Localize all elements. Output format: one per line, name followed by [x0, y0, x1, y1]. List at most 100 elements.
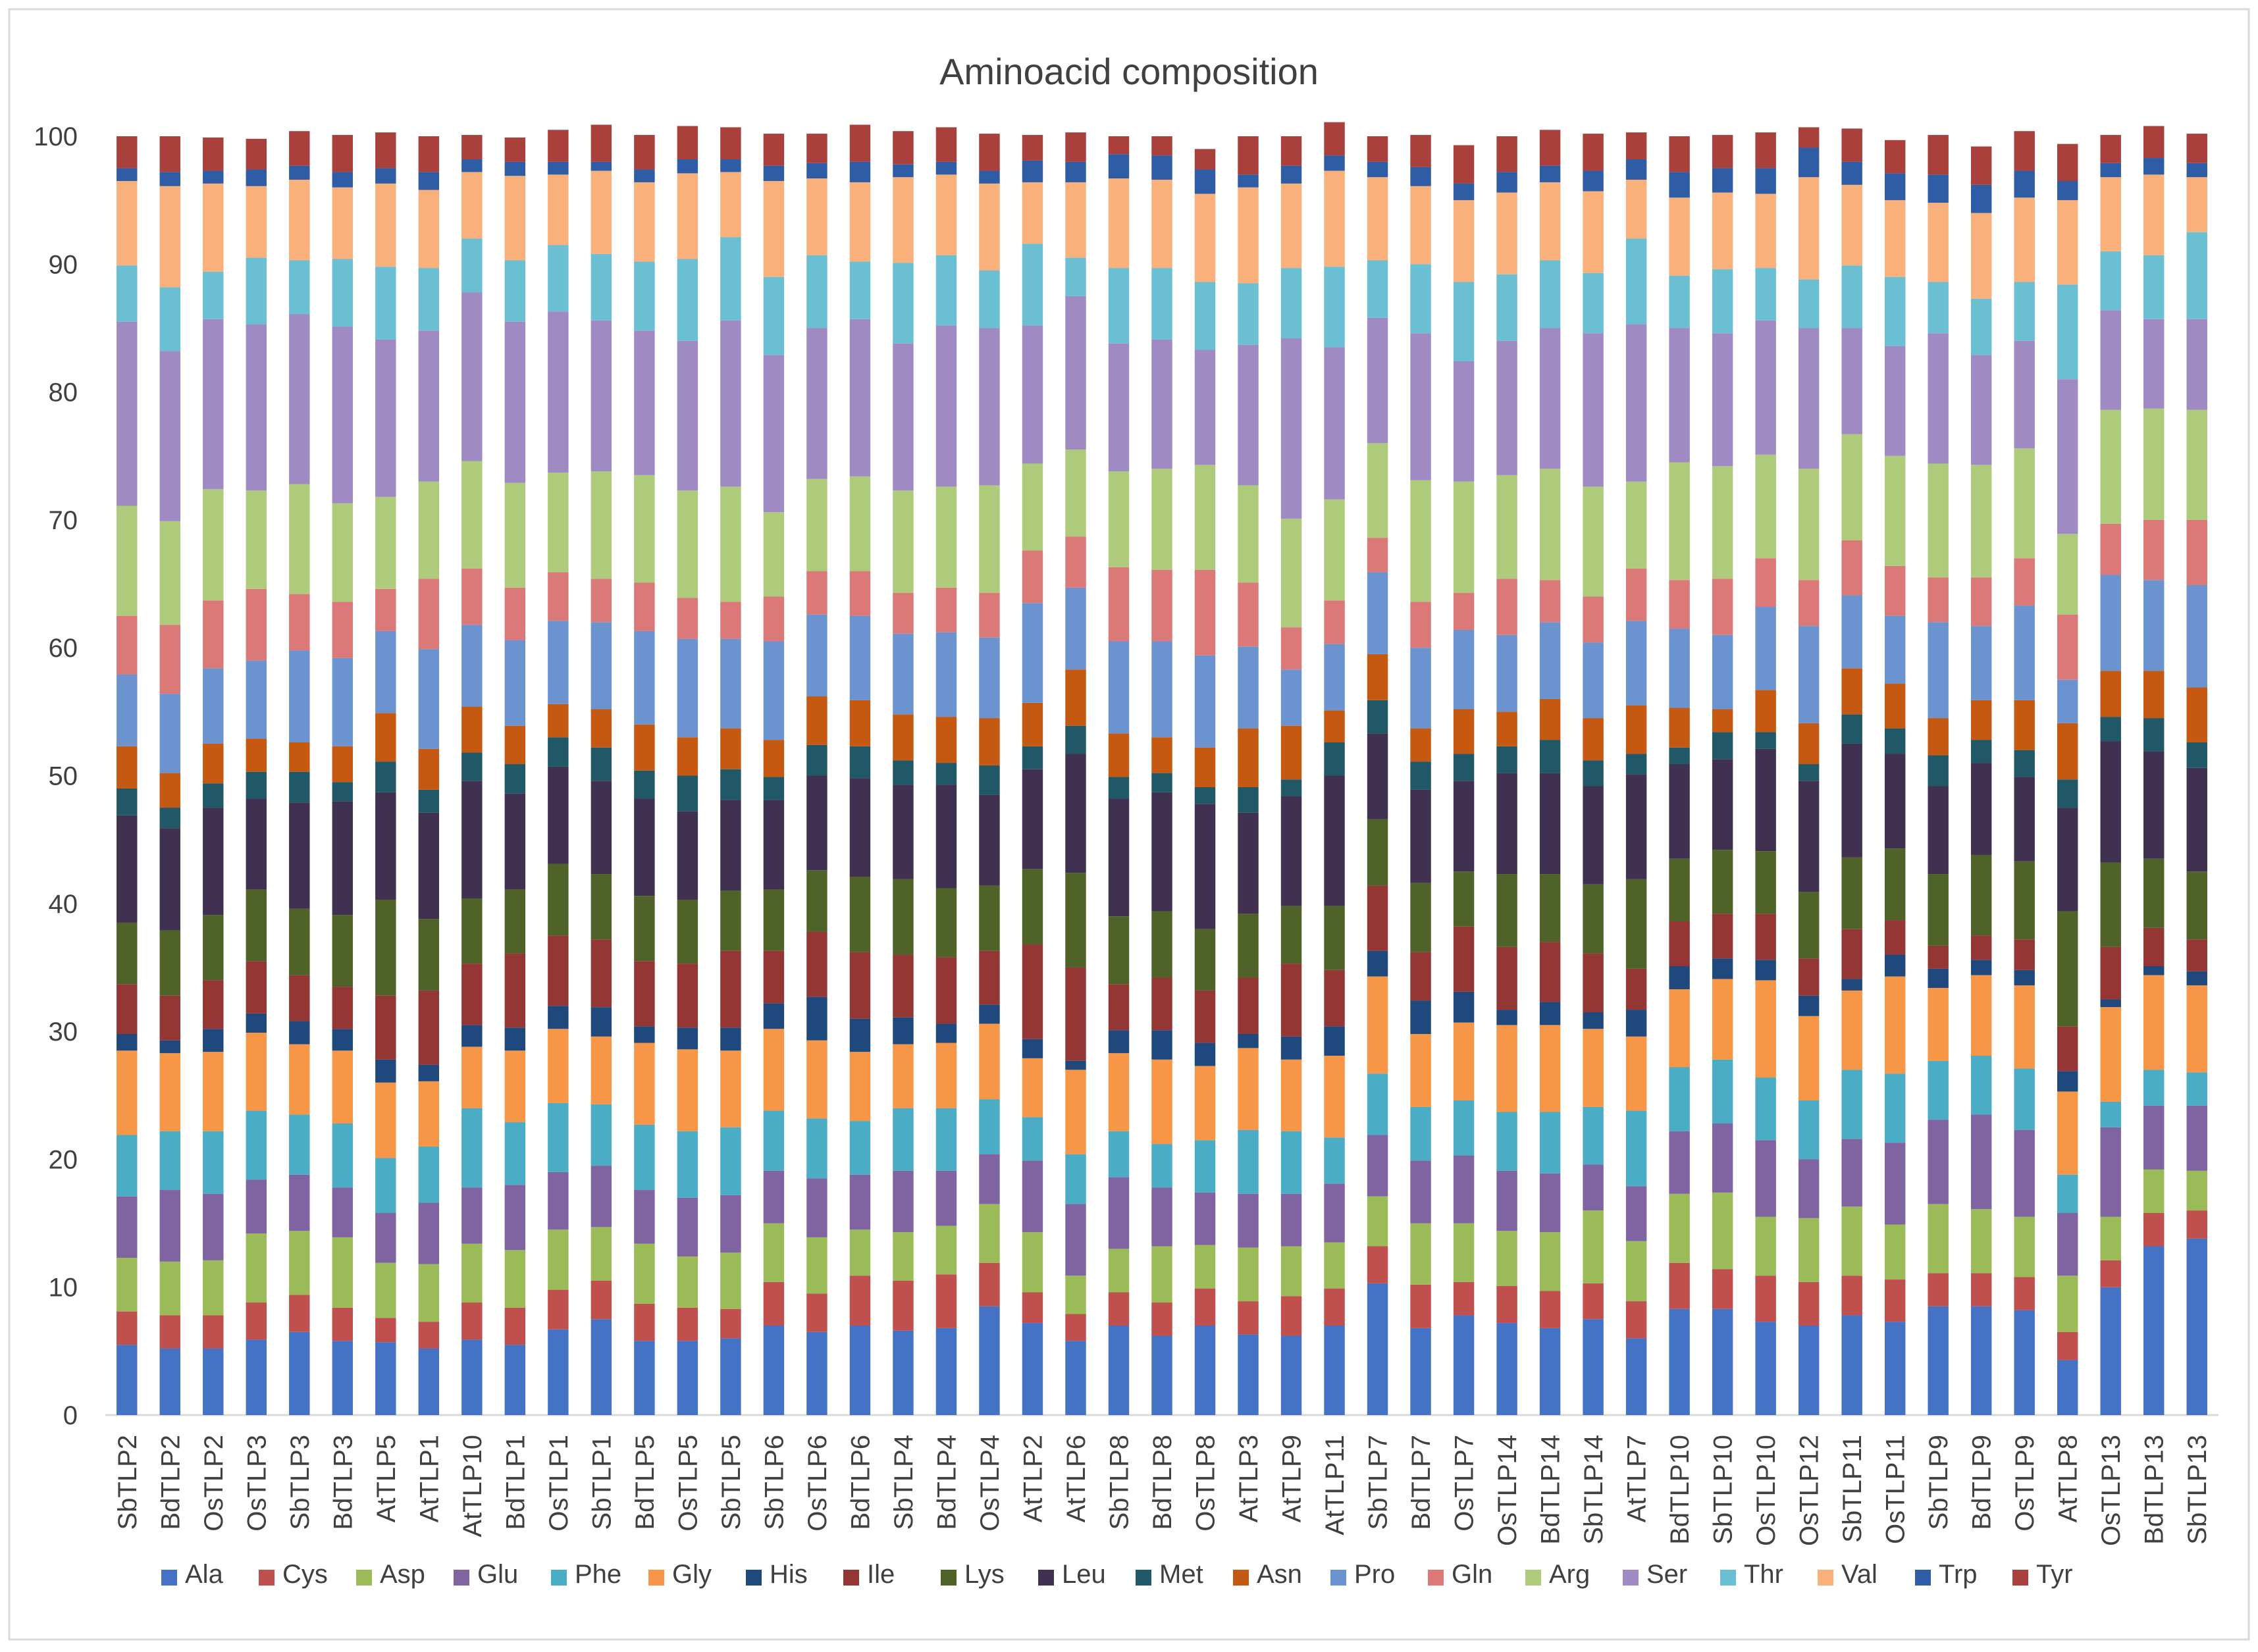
bar-segment-asn-SbTLP7	[1367, 654, 1388, 700]
legend-swatch	[454, 1570, 469, 1586]
bar-segment-leu-OsTLP5	[677, 811, 698, 900]
bar-segment-glu-AtTLP7	[1625, 1186, 1647, 1241]
bar-segment-gly-BdTLP7	[1410, 1033, 1431, 1107]
bar-segment-asp-BdTLP6	[849, 1229, 871, 1276]
bar-segment-ile-SbTLP1	[591, 939, 612, 1008]
bar-segment-met-SbTLP13	[2186, 742, 2207, 768]
bar-segment-ile-OsTLP3	[246, 961, 267, 1014]
legend-label: Asn	[1257, 1560, 1302, 1589]
x-tick-label: AtTLP9	[1278, 1435, 1307, 1522]
bar-segment-asn-AtTLP8	[2057, 723, 2078, 780]
bar-segment-ala-AtTLP8	[2057, 1360, 2078, 1415]
bar-segment-tyr-OsTLP8	[1194, 149, 1216, 170]
bar-segment-gln-OsTLP8	[1194, 569, 1216, 656]
bar-segment-cys-BdTLP4	[935, 1274, 957, 1328]
bar-segment-leu-BdTLP10	[1669, 764, 1690, 859]
bar-segment-val-AtTLP9	[1280, 183, 1302, 269]
bar-segment-cys-OsTLP4	[979, 1262, 1000, 1306]
bar-segment-his-SbTLP5	[720, 1027, 741, 1051]
bar-segment-trp-AtTLP2	[1022, 160, 1043, 182]
bar-segment-ser-BdTLP6	[849, 319, 871, 477]
bar-segment-arg-OsTLP11	[1884, 455, 1906, 566]
bar-segment-cys-SbTLP3	[289, 1295, 310, 1332]
bar-segment-tyr-SbTLP3	[289, 131, 310, 166]
bar-segment-leu-AtTLP10	[461, 781, 483, 899]
bar-segment-trp-SbTLP7	[1367, 161, 1388, 178]
bar-segment-tyr-OsTLP11	[1884, 140, 1906, 174]
bar-segment-val-AtTLP10	[461, 172, 483, 239]
bar-segment-arg-OsTLP5	[677, 490, 698, 598]
bar-stack-SbTLP2	[117, 136, 138, 1415]
bar-segment-glu-SbTLP8	[1108, 1177, 1130, 1249]
bar-stack-SbTLP4	[893, 131, 914, 1415]
bar-segment-ile-AtTLP8	[2057, 1026, 2078, 1071]
bar-segment-ile-BdTLP1	[504, 953, 526, 1028]
bar-segment-met-AtTLP5	[375, 761, 396, 792]
bar-segment-leu-SbTLP10	[1712, 759, 1733, 850]
bar-segment-gly-SbTLP14	[1583, 1029, 1604, 1107]
bar-segment-met-OsTLP12	[1798, 764, 1820, 781]
bar-segment-met-OsTLP8	[1194, 787, 1216, 804]
y-axis: 0 10 20 30 40 50 60 70 80 90 100	[34, 122, 78, 1430]
bar-segment-thr-BdTLP2	[159, 287, 180, 351]
bar-segment-his-SbTLP9	[1928, 968, 1949, 989]
bar-segment-ser-OsTLP14	[1496, 340, 1517, 475]
bar-segment-glu-BdTLP13	[2143, 1105, 2165, 1170]
bar-segment-trp-BdTLP2	[159, 172, 180, 186]
bar-segment-ile-SbTLP6	[763, 950, 785, 1004]
bar-segment-met-SbTLP1	[591, 747, 612, 781]
bar-segment-ile-SbTLP10	[1712, 914, 1733, 959]
bar-segment-glu-SbTLP5	[720, 1195, 741, 1253]
bar-segment-arg-AtTLP11	[1324, 499, 1345, 601]
bar-segment-trp-SbTLP4	[893, 164, 914, 178]
bar-segment-cys-SbTLP13	[2186, 1210, 2207, 1239]
bar-segment-glu-SbTLP13	[2186, 1105, 2207, 1171]
bar-segment-glu-OsTLP1	[548, 1172, 569, 1230]
bar-segment-his-SbTLP1	[591, 1007, 612, 1037]
x-tick-label: OsTLP1	[544, 1435, 573, 1532]
bar-segment-glu-OsTLP14	[1496, 1170, 1517, 1231]
bar-segment-arg-SbTLP10	[1712, 466, 1733, 579]
bar-segment-asp-BdTLP8	[1151, 1246, 1172, 1303]
bar-segment-his-SbTLP3	[289, 1021, 310, 1045]
bar-segment-gly-AtTLP11	[1324, 1056, 1345, 1138]
bar-segment-thr-OsTLP9	[2014, 282, 2035, 341]
bar-segment-asp-OsTLP8	[1194, 1245, 1216, 1289]
bar-segment-tyr-BdTLP8	[1151, 136, 1172, 156]
bar-segment-thr-OsTLP10	[1755, 268, 1776, 321]
bar-segment-cys-BdTLP13	[2143, 1213, 2165, 1247]
bar-segment-glu-AtTLP8	[2057, 1213, 2078, 1276]
bar-segment-tyr-SbTLP8	[1108, 136, 1130, 155]
bar-segment-lys-SbTLP5	[720, 891, 741, 951]
bar-segment-his-BdTLP3	[332, 1029, 354, 1051]
bar-segment-his-SbTLP7	[1367, 950, 1388, 977]
bar-segment-gly-BdTLP1	[504, 1050, 526, 1123]
bar-segment-glu-OsTLP10	[1755, 1140, 1776, 1217]
bar-segment-ser-BdTLP10	[1669, 328, 1690, 463]
bar-segment-gln-SbTLP4	[893, 592, 914, 634]
bar-segment-ser-OsTLP7	[1453, 361, 1475, 482]
bar-segment-his-AtTLP6	[1065, 1060, 1086, 1070]
bar-segment-pro-AtTLP3	[1238, 646, 1259, 729]
bar-segment-leu-BdTLP2	[159, 828, 180, 931]
bar-segment-ile-OsTLP6	[806, 931, 827, 997]
bar-segment-trp-BdTLP3	[332, 172, 354, 188]
bar-segment-asp-AtTLP9	[1280, 1246, 1302, 1297]
bar-segment-trp-OsTLP10	[1755, 168, 1776, 194]
bar-stack-BdTLP9	[1970, 146, 1992, 1415]
bar-segment-ile-SbTLP4	[893, 954, 914, 1018]
bar-segment-trp-OsTLP3	[246, 169, 267, 186]
bar-segment-val-SbTLP11	[1841, 184, 1862, 266]
bar-segment-leu-SbTLP13	[2186, 767, 2207, 872]
bar-segment-thr-SbTLP5	[720, 237, 741, 321]
legend-swatch	[1233, 1570, 1249, 1586]
legend-label: Trp	[1939, 1560, 1978, 1589]
bar-segment-met-AtTLP3	[1238, 787, 1259, 813]
bar-segment-asn-AtTLP5	[375, 713, 396, 762]
bar-segment-his-SbTLP10	[1712, 958, 1733, 979]
bar-segment-thr-OsTLP2	[203, 271, 224, 319]
bar-segment-asn-SbTLP2	[117, 746, 138, 788]
bar-segment-leu-SbTLP9	[1928, 786, 1949, 875]
bar-segment-phe-OsTLP12	[1798, 1100, 1820, 1160]
bar-segment-cys-AtTLP2	[1022, 1292, 1043, 1324]
